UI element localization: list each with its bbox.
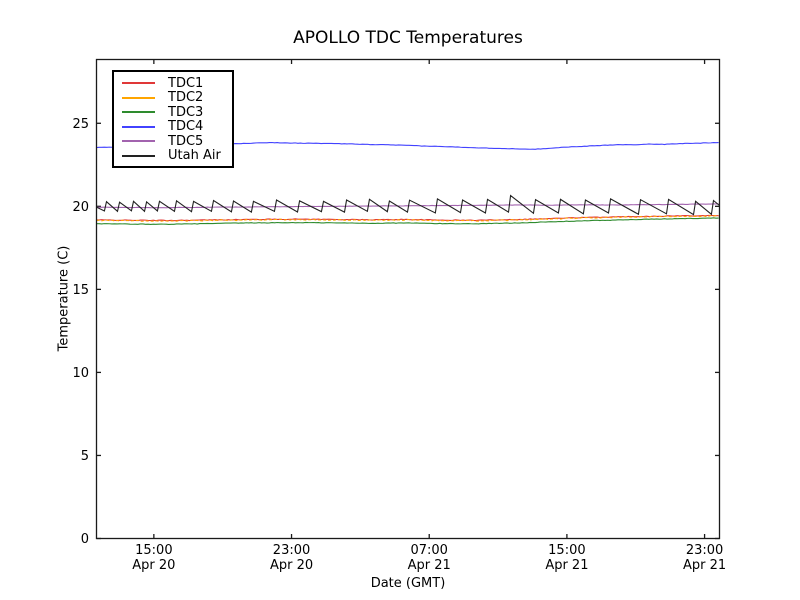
series-line-utah-air xyxy=(96,194,720,216)
legend-label: Utah Air xyxy=(168,148,221,164)
x-tick-label-date: Apr 21 xyxy=(408,558,451,573)
legend-label: TDC3 xyxy=(168,104,204,120)
series-line-tdc2 xyxy=(96,215,719,222)
legend-line-sample-tdc3 xyxy=(122,111,155,114)
legend-line-sample-tdc5 xyxy=(122,140,155,143)
chart-title: APOLLO TDC Temperatures xyxy=(293,28,523,48)
legend-line-sample-tdc1 xyxy=(122,82,155,85)
y-tick-label: 25 xyxy=(72,117,89,132)
series-lines xyxy=(96,141,720,225)
legend-entry-tdc2: TDC2 xyxy=(114,90,232,106)
plot-border xyxy=(95,58,721,540)
legend-entry-tdc1: TDC1 xyxy=(114,76,232,91)
legend-entry-utah-air: Utah Air xyxy=(114,148,232,164)
legend-line-sample-tdc2 xyxy=(122,96,155,99)
x-tick-label-date: Apr 20 xyxy=(270,558,313,573)
y-tick-label: 10 xyxy=(72,366,89,381)
legend-label: TDC5 xyxy=(168,133,204,149)
y-tick-label: 15 xyxy=(72,283,89,298)
y-tick-label: 5 xyxy=(81,449,89,464)
x-axis-label: Date (GMT) xyxy=(370,576,446,591)
legend-entry-tdc3: TDC3 xyxy=(114,105,232,120)
y-tick-label: 0 xyxy=(81,532,89,547)
x-tick-label-time: 07:00 xyxy=(410,543,447,558)
legend: TDC1 TDC2 TDC3 TDC4 TDC5 Utah Air xyxy=(112,70,234,168)
series-line-tdc3 xyxy=(96,217,719,225)
legend-entry-tdc5: TDC5 xyxy=(114,134,232,149)
legend-entry-tdc4: TDC4 xyxy=(114,119,232,135)
x-tick-label-time: 23:00 xyxy=(686,543,723,558)
series-line-tdc5 xyxy=(96,203,719,209)
legend-label: TDC1 xyxy=(168,75,204,91)
x-tick-label-time: 15:00 xyxy=(135,543,172,558)
x-tick-label-date: Apr 21 xyxy=(545,558,588,573)
x-tick-label-time: 15:00 xyxy=(548,543,585,558)
legend-label: TDC4 xyxy=(168,119,204,135)
legend-line-sample-utah-air xyxy=(122,154,155,157)
x-tick-label-date: Apr 20 xyxy=(132,558,175,573)
y-tick-label: 20 xyxy=(72,200,89,215)
x-tick-label-time: 23:00 xyxy=(273,543,310,558)
legend-line-sample-tdc4 xyxy=(122,125,155,128)
x-tick-label-date: Apr 21 xyxy=(683,558,726,573)
legend-label: TDC2 xyxy=(168,90,204,106)
